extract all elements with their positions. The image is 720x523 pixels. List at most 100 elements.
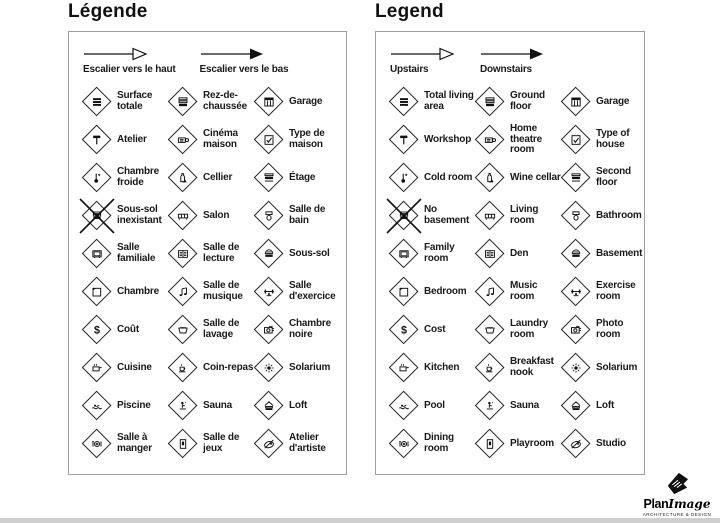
legend-item-label: Second floor [596,166,631,188]
legend-item: Surface totale [81,86,168,118]
legend-item-label: Kitchen [424,361,460,373]
crossed-out-x-icon [386,198,422,234]
legend-item-label: Playroom [510,437,554,449]
playroom-icon [474,428,506,460]
legend-item-label: Music room [510,280,538,302]
legend-item-label: Salle d'exercice [289,280,336,302]
kitchen-icon [388,352,420,384]
legend-item-label: No basement [424,204,470,226]
legend-item-label: Cinéma maison [203,128,238,150]
legend-item: Loft [560,390,642,422]
legend-item-label: Sauna [510,399,540,411]
legend-item-label: Type of house [596,128,630,150]
exercise-room-icon [560,276,592,308]
legend-item: Sous-sol inexistant [79,198,168,234]
legend-item: Loft [253,390,340,422]
legend-item: No basement [386,198,475,234]
garage-icon [253,86,285,118]
type-of-house-icon [560,124,592,156]
pool-icon [388,390,420,422]
legend-item-label: Salle de bain [289,204,326,226]
cost-icon [81,314,113,346]
stairs-up-label: Escalier vers le haut [83,64,176,75]
legend-item: Type de maison [253,124,340,156]
no-basement-icon [79,198,115,234]
family-room-icon [81,238,113,270]
legend-item: Ground floor [474,86,561,118]
legend-item: Workshop [388,124,475,156]
legend-item-label: Coût [117,323,139,335]
basement-icon [253,238,285,270]
legend-item-label: Exercise room [596,280,636,302]
legend-item: Piscine [81,390,168,422]
legend-item: Music room [474,276,561,308]
photo-room-icon [560,314,592,346]
legend-item: Coût [81,314,168,346]
legend-item-label: Rez-de-chaussée [203,90,247,112]
legend-item: Laundry room [474,314,561,346]
legend-item-label: Living room [510,204,539,226]
planimage-logo: PlanImage ARCHITECTURE & DESIGN [637,471,717,518]
logo-image-text: Image [668,496,711,511]
legend-item-label: Chambre noire [289,318,331,340]
logo-plan-text: Plan [643,496,669,511]
stairs-down-label: Escalier vers le bas [199,64,289,75]
legend-item-label: Total living area [424,90,474,112]
legend-item-label: Coin-repas [203,361,254,373]
basement-icon [560,238,592,270]
stairs-down-legend: Escalier vers le bas [200,47,289,75]
legend-item-label: Salle de jeux [203,432,240,454]
music-room-icon [474,276,506,308]
legend-item: Coin-repas [167,352,254,384]
total-living-area-icon [81,86,113,118]
playroom-icon [167,428,199,460]
legend-item-label: Atelier [117,133,147,145]
legend-item: Bathroom [560,200,642,232]
legend-items-grid: Total living area Ground floor Garage Works… [386,83,642,463]
den-icon [167,238,199,270]
total-living-area-icon [388,86,420,118]
legend-item-label: Salle à manger [117,432,152,454]
legend-item-label: Laundry room [510,318,549,340]
bathroom-icon [253,200,285,232]
legend-item-label: Ground floor [510,90,545,112]
ground-floor-icon [167,86,199,118]
legend-item: Breakfast nook [474,352,561,384]
legend-item: Den [474,238,561,270]
legend-item-label: Bathroom [596,209,642,221]
laundry-room-icon [474,314,506,346]
logo-tagline: ARCHITECTURE & DESIGN [642,511,712,517]
legend-item-label: Sauna [203,399,233,411]
exercise-room-icon [253,276,285,308]
legend-item: Second floor [560,162,642,194]
sauna-icon [167,390,199,422]
legend-item: Chambre noire [253,314,340,346]
studio-icon [253,428,285,460]
legend-item-label: Wine cellar [510,171,561,183]
legend-item: Garage [560,86,642,118]
legend-item: Type of house [560,124,642,156]
legend-item: Salle de musique [167,276,254,308]
legend-item: Garage [253,86,340,118]
legend-item-label: Cuisine [117,361,152,373]
legend-item-label: Workshop [424,133,472,145]
solarium-icon [253,352,285,384]
planimage-emblem-icon [667,472,689,494]
legend-item-label: Salle de musique [203,280,243,302]
workshop-icon [81,124,113,156]
pool-icon [81,390,113,422]
loft-icon [560,390,592,422]
sauna-icon [474,390,506,422]
bedroom-icon [388,276,420,308]
legend-item: Cost [388,314,475,346]
legend-item-label: Den [510,247,529,259]
legend-item-label: Salle de lavage [203,318,240,340]
legende-title: Légende [68,1,148,22]
laundry-room-icon [167,314,199,346]
legend-item: Salle de lavage [167,314,254,346]
legend-item-label: Salle familiale [117,242,156,264]
legend-item: Rez-de-chaussée [167,86,254,118]
breakfast-nook-icon [474,352,506,384]
legend-item-label: Studio [596,437,626,449]
